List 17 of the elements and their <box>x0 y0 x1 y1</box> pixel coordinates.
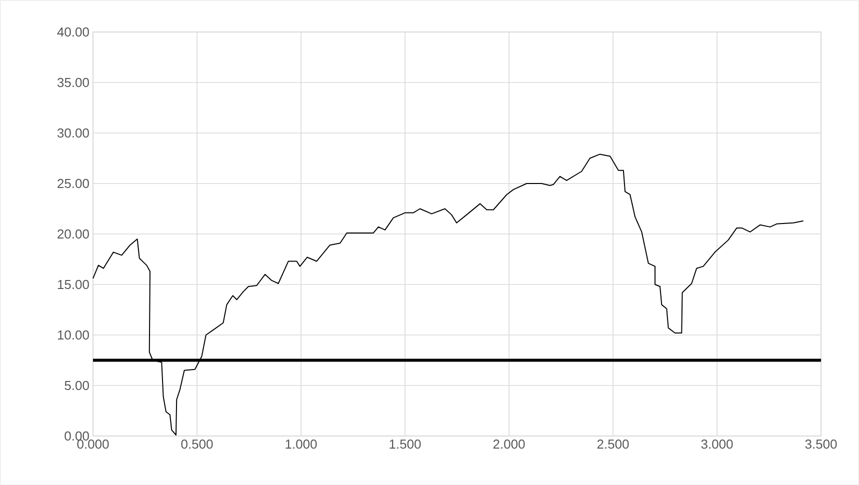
x-tick-label: 1.500 <box>390 440 421 449</box>
x-tick-label: 0.500 <box>181 440 213 449</box>
y-tick-label: 30.00 <box>57 128 89 138</box>
y-tick-label: 40.00 <box>57 27 89 37</box>
x-tick-label: 0.000 <box>77 440 109 449</box>
x-tick-label: 1.000 <box>286 440 317 449</box>
x-tick-label: 2.500 <box>597 440 629 449</box>
y-tick-label: 20.00 <box>58 229 89 239</box>
y-tick-label: 5.00 <box>64 380 89 390</box>
y-tick-label: 25.00 <box>58 178 89 188</box>
x-tick-label: 3.500 <box>805 440 837 449</box>
y-tick-label: 0.00 <box>64 431 89 441</box>
y-tick-label: 15.00 <box>58 280 89 290</box>
x-tick-label: 3.000 <box>701 440 733 449</box>
y-tick-label: 10.00 <box>58 330 89 340</box>
x-tick-label: 2.000 <box>493 440 525 449</box>
y-tick-label: 35.00 <box>57 78 89 88</box>
